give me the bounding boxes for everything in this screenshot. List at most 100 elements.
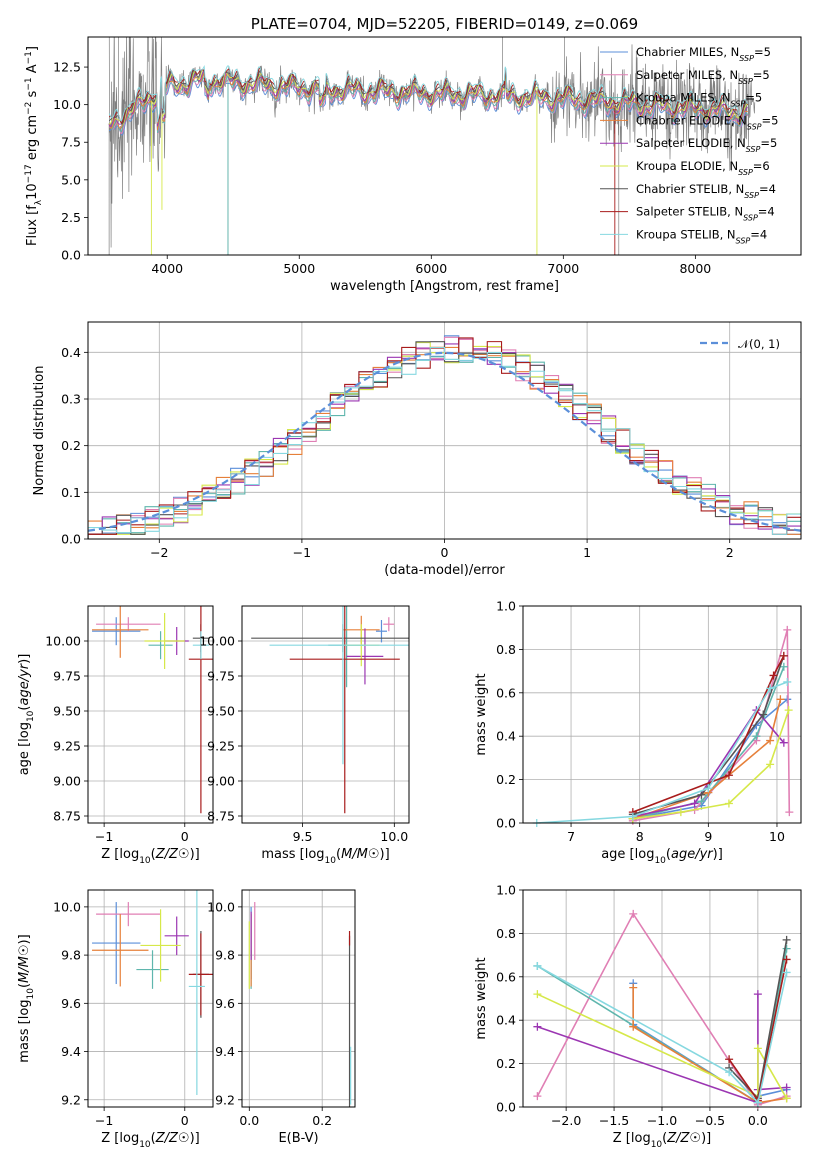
- spectrum-ylabel: Flux [fλ10−17 erg cm−2 s−1 A−1]: [24, 46, 44, 246]
- y-tick-label: 0.2: [61, 438, 81, 453]
- mass-vs-Z-xlabel: Z [log10(Z/Z☉)]: [101, 1131, 200, 1150]
- mass-vs-Z-errorbars: [92, 890, 213, 1095]
- model-spectrum-kroupa-stelib: [108, 64, 749, 123]
- y-tick-label: 8.75: [207, 809, 235, 824]
- age-vs-Z-errorbars: [92, 606, 213, 814]
- residual-histogram-kroupa-stelib: [88, 346, 801, 539]
- model-spectrum-chabrier-stelib: [108, 68, 749, 125]
- plot-frame: [241, 889, 356, 1108]
- weight-marker: [783, 677, 792, 686]
- svg-text:mass [log10(M/M☉)]: mass [log10(M/M☉)]: [17, 934, 36, 1062]
- weight-vs-Z-axes: −2.0 −1.5 −1.0 −0.5 0.0 0.0 0.2 0.4 0.6 0.8 1.0: [496, 883, 801, 1128]
- weight-marker: [533, 990, 542, 999]
- weight-line-salpeter-elodie: [632, 708, 785, 818]
- weight-marker: [533, 961, 542, 970]
- weight-vs-age-xlabel: age [log10(age/yr)]: [601, 847, 723, 866]
- x-tick-label: 5000: [283, 261, 315, 276]
- svg-text:mass weight: mass weight: [474, 957, 489, 1039]
- x-tick-label: −0.5: [695, 1113, 725, 1128]
- x-tick-label: 0: [181, 829, 189, 844]
- plot-frame: [87, 321, 802, 540]
- x-tick-label: 9: [704, 829, 712, 844]
- weight-marker: [690, 799, 699, 808]
- weight-marker: [533, 1022, 542, 1031]
- y-tick-label: 9.50: [53, 704, 81, 719]
- weight-line-kroupa-elodie: [537, 993, 788, 1099]
- svg-text:(data-model)/error: (data-model)/error: [384, 563, 505, 578]
- plot-frame: [522, 889, 802, 1108]
- y-tick-label: 9.4: [61, 1044, 81, 1059]
- legend-entry: Salpeter STELIB, NSSP=4: [636, 205, 775, 223]
- x-tick-label: 0.0: [748, 1113, 768, 1128]
- weight-vs-age-series: [532, 625, 794, 827]
- weight-marker: [779, 651, 788, 660]
- age-vs-Z-axes: −1 0 8.75 9.00 9.25 9.50 9.75 10.00: [45, 606, 213, 844]
- weight-marker: [629, 1022, 638, 1031]
- y-tick-label: 0.4: [61, 345, 81, 360]
- x-tick-label: 7000: [547, 261, 579, 276]
- y-tick-label: 7.5: [61, 135, 81, 150]
- y-tick-label: 9.25: [207, 739, 235, 754]
- weight-marker: [766, 736, 775, 745]
- legend-entry: Chabrier ELODIE, NSSP=5: [636, 113, 778, 130]
- chart-title: PLATE=0704, MJD=52205, FIBERID=0149, z=0…: [251, 15, 638, 33]
- plot-frame: [87, 36, 802, 256]
- x-tick-label: −1: [95, 829, 113, 844]
- weight-vs-age-ylabel: mass weight: [474, 673, 489, 755]
- weight-line-salpeter-stelib: [632, 655, 785, 813]
- age-vs-mass-errorbars: [251, 606, 409, 814]
- weight-marker: [629, 983, 638, 992]
- x-tick-label: 6000: [415, 261, 447, 276]
- x-tick-label: 0: [441, 545, 449, 560]
- svg-text:mass weight: mass weight: [474, 673, 489, 755]
- y-tick-label: 9.4: [215, 1044, 235, 1059]
- weight-marker: [725, 1068, 734, 1077]
- y-tick-label: 10.00: [45, 634, 81, 649]
- x-tick-label: 0.0: [239, 1113, 259, 1128]
- weight-marker: [753, 1098, 762, 1107]
- y-tick-label: 0.6: [496, 685, 516, 700]
- x-tick-label: 1: [583, 545, 591, 560]
- x-tick-label: 7: [567, 829, 575, 844]
- weight-marker: [759, 710, 768, 719]
- weight-marker: [782, 955, 791, 964]
- x-tick-label: 10.0: [380, 829, 408, 844]
- spectrum-legend: Chabrier MILES, NSSP=5 Salpeter MILES, NS…: [600, 45, 778, 245]
- y-tick-label: 0.0: [61, 532, 81, 547]
- x-tick-label: −1.0: [647, 1113, 677, 1128]
- legend-entry: Kroupa ELODIE, NSSP=6: [636, 159, 770, 177]
- y-tick-label: 10.0: [53, 899, 81, 914]
- mass-vs-Z-ylabel: mass [log10(M/M☉)]: [17, 934, 36, 1062]
- plot-frame: [87, 889, 214, 1108]
- svg-text:Z [log10(Z/Z☉)]: Z [log10(Z/Z☉)]: [101, 847, 200, 866]
- weight-line-salpeter-elodie: [537, 994, 787, 1104]
- y-tick-label: 0.1: [61, 485, 81, 500]
- y-tick-label: 0.8: [496, 642, 516, 657]
- y-tick-label: 12.5: [53, 60, 81, 75]
- x-tick-label: −2.0: [551, 1113, 581, 1128]
- y-tick-label: 0.2: [496, 772, 516, 787]
- legend-entry: Chabrier MILES, NSSP=5: [636, 45, 771, 63]
- weight-marker: [782, 968, 791, 977]
- y-tick-label: 0.0: [61, 248, 81, 263]
- y-tick-label: 9.50: [207, 704, 235, 719]
- svg-text:age [log10(age/yr)]: age [log10(age/yr)]: [17, 654, 36, 776]
- y-tick-label: 0.6: [496, 969, 516, 984]
- weight-marker: [779, 662, 788, 671]
- weight-line-chabrier-miles: [632, 698, 788, 820]
- y-tick-label: 9.25: [53, 739, 81, 754]
- legend-entry: Chabrier STELIB, NSSP=4: [636, 182, 776, 200]
- weight-marker: [752, 732, 761, 741]
- x-tick-label: 2: [726, 545, 734, 560]
- y-tick-label: 1.0: [496, 883, 516, 898]
- weight-vs-age-axes: 7 8 9 10 0.0 0.2 0.4 0.6 0.8 1.0: [496, 599, 801, 844]
- svg-text:E(B-V): E(B-V): [278, 1131, 318, 1146]
- y-tick-label: 9.6: [215, 996, 235, 1011]
- plot-frame: [522, 605, 802, 824]
- y-tick-label: 1.0: [496, 599, 516, 614]
- y-tick-label: 0.0: [496, 1100, 516, 1115]
- mass-vs-EBV-xlabel: E(B-V): [278, 1131, 318, 1146]
- weight-line-kroupa-stelib: [536, 681, 788, 823]
- weight-marker: [783, 625, 792, 634]
